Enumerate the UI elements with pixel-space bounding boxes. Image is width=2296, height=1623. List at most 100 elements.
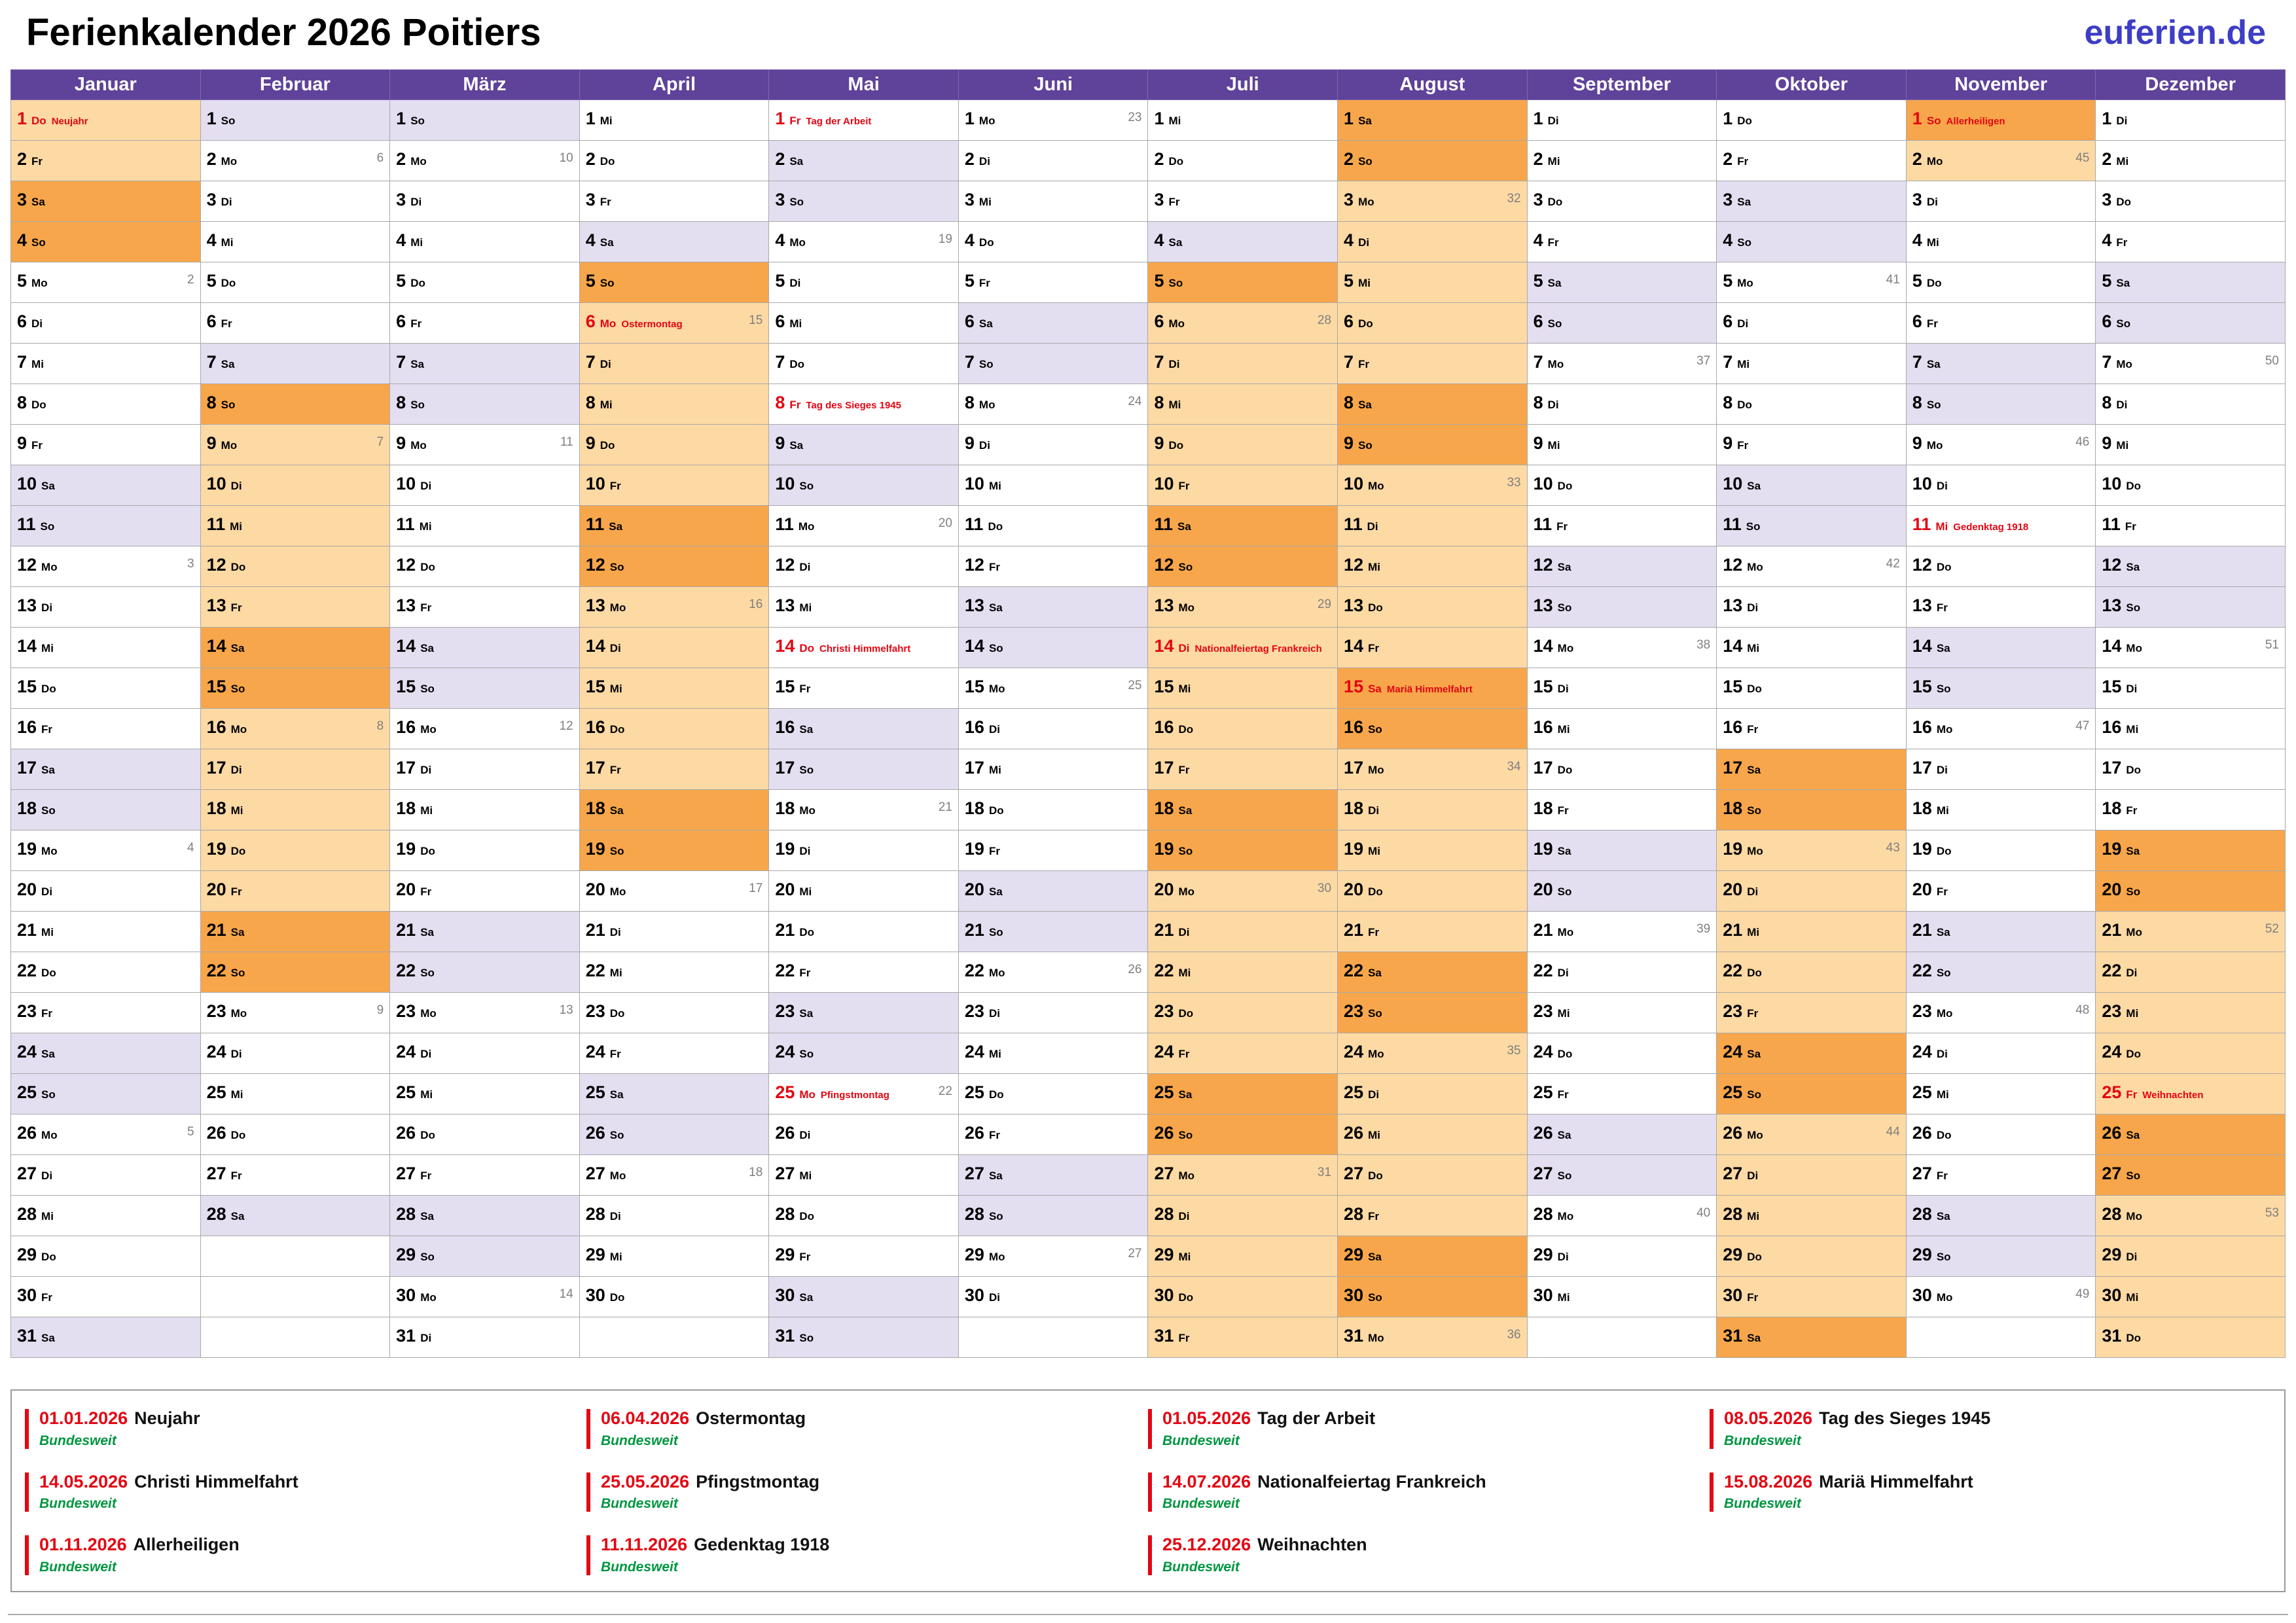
week-number: 51 (2265, 638, 2279, 652)
weekday-label: Di (1936, 764, 1948, 776)
day-number: 22 (1912, 961, 1932, 980)
day-number: 15 (396, 677, 416, 696)
day-cell: 10 Fr (1147, 465, 1338, 506)
weekday-label: Do (600, 439, 615, 452)
day-number: 10 (17, 474, 37, 493)
day-cell: 26 Sa (2095, 1114, 2286, 1155)
day-number: 25 (585, 1082, 605, 1102)
week-number: 19 (938, 232, 952, 246)
day-number: 18 (396, 798, 416, 818)
week-number: 37 (1696, 354, 1711, 368)
day-cell: 12 Mo 42 (1716, 546, 1907, 587)
day-cell: 24 Di (389, 1033, 580, 1074)
day-cell: 8 Fr Tag des Sieges 1945 (768, 383, 959, 425)
day-cell: 16 Do (579, 708, 770, 749)
legend-scope: Bundesweit (1162, 1433, 1240, 1448)
weekday-label: Sa (1178, 804, 1193, 817)
day-cell: 5 Mo 2 (10, 262, 201, 303)
weekday-label: Fr (988, 1129, 1000, 1141)
weekday-label: Di (420, 1048, 432, 1060)
week-number: 13 (559, 1003, 573, 1017)
page-bottom-rule (8, 1614, 2288, 1615)
day-cell: 28 Mi (10, 1195, 201, 1236)
day-number: 7 (1912, 352, 1922, 372)
day-cell: 6 Di (10, 302, 201, 344)
day-cell: 2 Di (958, 140, 1149, 181)
weekday-label: Mo (1178, 885, 1195, 898)
day-number: 12 (964, 555, 984, 575)
day-number: 18 (585, 798, 605, 818)
day-number: 18 (1912, 798, 1932, 818)
day-cell: 12 Di (768, 546, 959, 587)
day-number: 6 (775, 312, 785, 331)
day-number: 5 (585, 271, 596, 291)
month-header: März (389, 69, 580, 100)
weekday-label: Di (2126, 967, 2138, 979)
legend-entry: 01.11.2026 Allerheiligen (39, 1535, 586, 1555)
week-number: 44 (1886, 1125, 1900, 1139)
day-number: 29 (964, 1245, 984, 1264)
day-cell: 14 Mi (1716, 627, 1907, 668)
weekday-label: Fr (1168, 196, 1180, 208)
day-number: 5 (1154, 271, 1164, 291)
week-number: 49 (2075, 1287, 2090, 1301)
day-number: 7 (206, 352, 217, 372)
empty-cell (1526, 1317, 1717, 1358)
day-cell: 28 Di (1147, 1195, 1338, 1236)
day-cell: 9 So (1337, 424, 1528, 465)
weekday-label: Mi (609, 967, 622, 979)
day-cell: 3 Sa (1716, 181, 1907, 222)
day-number: 9 (1912, 433, 1922, 453)
day-cell: 9 Mo 7 (200, 424, 391, 465)
day-number: 12 (585, 555, 605, 575)
day-number: 24 (17, 1042, 37, 1061)
weekday-label: Mi (988, 764, 1001, 776)
day-number: 2 (775, 149, 785, 169)
weekday-label: Sa (2126, 845, 2140, 857)
weekday-label: Fr (230, 1169, 242, 1182)
weekday-label: Do (609, 1007, 625, 1020)
weekday-label: So (1936, 683, 1951, 695)
day-number: 9 (206, 433, 217, 453)
day-cell: 8 Di (1526, 383, 1717, 425)
weekday-label: Do (1936, 1129, 1952, 1141)
weekday-label: Fr (420, 885, 432, 898)
day-number: 27 (1723, 1164, 1743, 1183)
weekday-label: Mi (1747, 642, 1760, 654)
brand-logo[interactable]: euferien.de (2084, 14, 2266, 52)
day-number: 27 (396, 1164, 416, 1183)
legend-scope: Bundesweit (39, 1496, 117, 1512)
weekday-label: Mo (988, 1251, 1005, 1263)
day-number: 26 (1533, 1123, 1553, 1143)
day-number: 3 (2102, 190, 2112, 209)
day-row: 23 Fr 23 Mo 9 23 Mo 13 23 Do 23 Sa 23 Di 23 Do 23 So 23 Mi 2… (10, 992, 2286, 1033)
day-number: 16 (17, 717, 37, 737)
day-number: 7 (1723, 352, 1733, 372)
day-number: 18 (964, 798, 984, 818)
day-cell: 11 Fr (1526, 505, 1717, 546)
day-number: 9 (17, 433, 27, 453)
weekday-label: Di (1747, 1169, 1759, 1182)
day-row: 25 So 25 Mi 25 Mi 25 Sa 25 Mo Pfingstmontag 22 25 Do 2… (10, 1073, 2286, 1115)
day-number: 10 (2102, 474, 2122, 493)
day-number: 26 (1154, 1123, 1174, 1143)
weekday-label: Di (420, 480, 432, 492)
weekday-label: Mi (419, 520, 432, 533)
day-number: 14 (1154, 636, 1174, 656)
day-number: 11 (1533, 514, 1552, 534)
month-header: Dezember (2095, 69, 2286, 100)
day-number: 17 (585, 758, 605, 777)
legend-item: 15.08.2026 Mariä Himmelfahrt Bundesweit (1710, 1472, 2271, 1512)
day-cell: 20 Sa (958, 870, 1149, 912)
day-cell: 3 Di (200, 181, 391, 222)
weekday-label: Di (1358, 236, 1370, 249)
weekday-label: So (1368, 723, 1382, 736)
day-cell: 28 Sa (200, 1195, 391, 1236)
day-number: 14 (2102, 636, 2122, 656)
day-number: 17 (1723, 758, 1743, 777)
weekday-label: So (2126, 601, 2141, 614)
day-number: 18 (1344, 798, 1364, 818)
day-number: 4 (775, 230, 785, 250)
day-number: 3 (964, 190, 975, 209)
day-number: 5 (1344, 271, 1354, 291)
